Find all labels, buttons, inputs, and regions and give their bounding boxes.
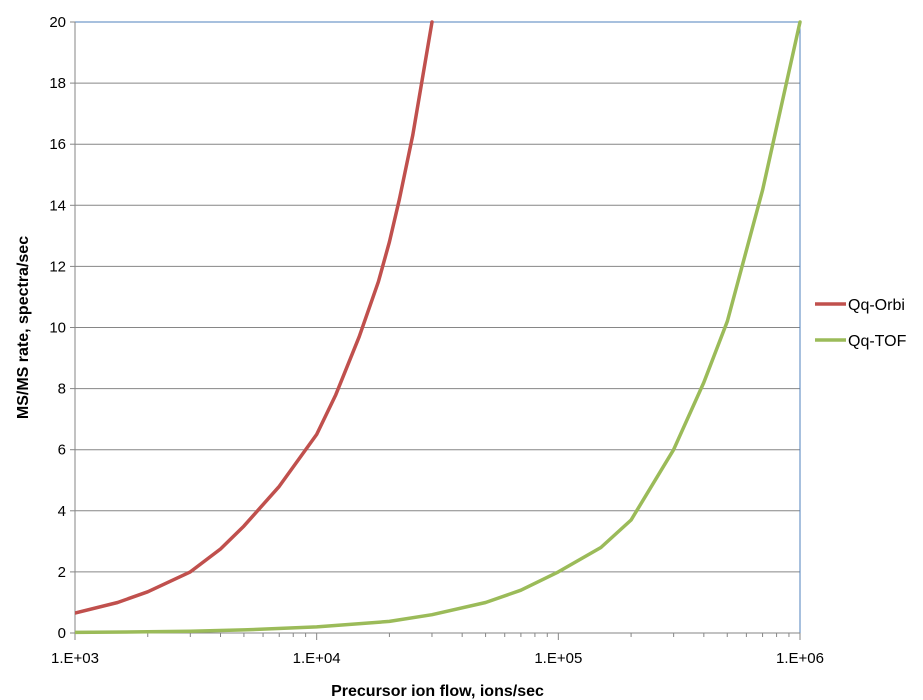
legend-label: Qq-Orbi bbox=[848, 297, 905, 314]
y-tick-label: 6 bbox=[58, 442, 66, 459]
x-tick-label: 1.E+03 bbox=[51, 650, 99, 667]
x-tick-label: 1.E+04 bbox=[293, 650, 341, 667]
y-tick-label: 14 bbox=[49, 197, 66, 214]
x-axis-title: Precursor ion flow, ions/sec bbox=[331, 683, 544, 700]
y-tick-label: 16 bbox=[49, 136, 66, 153]
y-tick-label: 18 bbox=[49, 75, 66, 92]
x-axis: 1.E+03 1.E+04 1.E+05 1.E+06 bbox=[51, 632, 824, 667]
y-tick-label: 0 bbox=[58, 625, 66, 642]
y-tick-label: 10 bbox=[49, 320, 66, 337]
x-tick-label: 1.E+06 bbox=[776, 650, 824, 667]
y-tick-label: 4 bbox=[58, 503, 66, 520]
series-line-qq-tof bbox=[75, 20, 802, 635]
y-tick-label: 12 bbox=[49, 258, 66, 275]
gridlines bbox=[75, 21, 800, 573]
legend-label: Qq-TOF bbox=[848, 333, 907, 350]
y-axis-title: MS/MS rate, spectra/sec bbox=[15, 236, 32, 419]
y-axis: 0 2 4 6 8 10 12 14 16 18 20 bbox=[49, 14, 76, 642]
legend: Qq-Orbi Qq-TOF bbox=[815, 297, 907, 350]
series-line-qq-orbi bbox=[75, 20, 434, 615]
y-tick-label: 2 bbox=[58, 564, 66, 581]
x-tick-label: 1.E+05 bbox=[534, 650, 582, 667]
y-tick-label: 8 bbox=[58, 381, 66, 398]
series-layer bbox=[75, 20, 802, 635]
y-tick-label: 20 bbox=[49, 14, 66, 31]
